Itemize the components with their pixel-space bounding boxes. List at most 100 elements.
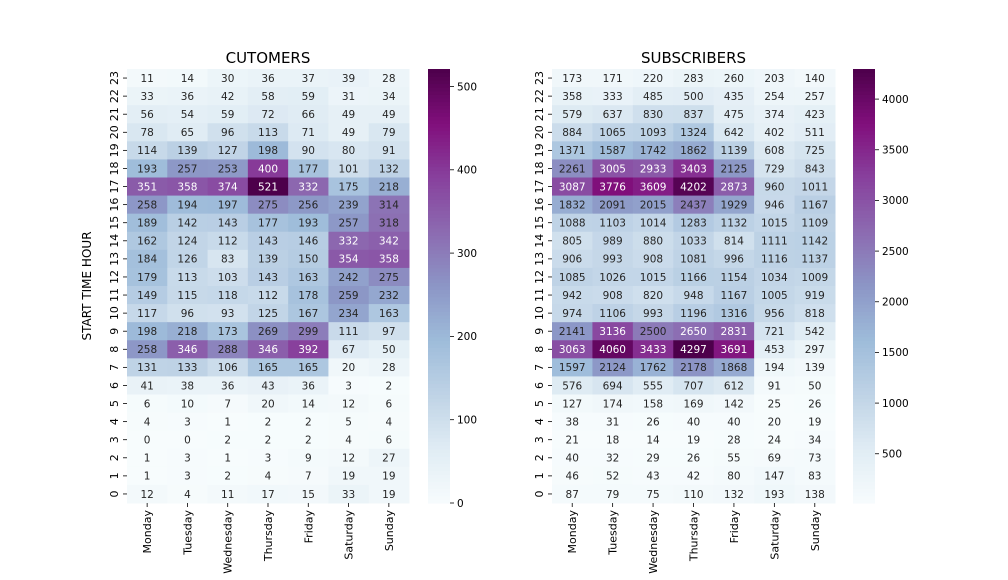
- heatmap-cell: [288, 358, 329, 377]
- cell-value-label: 174: [603, 398, 623, 410]
- colorbar-slice: [853, 188, 875, 193]
- colorbar-slice: [428, 477, 450, 482]
- colorbar-slice: [853, 148, 875, 153]
- cell-value-label: 475: [724, 109, 744, 121]
- cell-value-label: 83: [221, 254, 234, 266]
- colorbar-slice: [428, 76, 450, 81]
- heatmap-cell: [754, 394, 796, 414]
- cell-value-label: 143: [258, 272, 278, 284]
- colorbar-slice: [428, 210, 450, 215]
- cell-value-label: 177: [258, 218, 278, 230]
- colorbar: 500 1000 1500 2000 2500 3000 3500 4000: [853, 69, 909, 504]
- heatmap-cell: [713, 213, 755, 233]
- colorbar-slice: [853, 72, 875, 77]
- cell-value-label: 36: [261, 73, 275, 85]
- colorbar-slice: [853, 499, 875, 504]
- cell-value-label: 996: [724, 254, 744, 266]
- colorbar-slice: [428, 307, 450, 312]
- colorbar-slice: [428, 83, 450, 88]
- cell-value-label: 126: [177, 254, 197, 266]
- cell-value-label: 830: [643, 109, 663, 121]
- cell-value-label: 29: [646, 453, 659, 465]
- y-tick-label: 3: [533, 436, 546, 443]
- colorbar-slice: [428, 69, 450, 74]
- colorbar-slice: [853, 181, 875, 186]
- heatmap-cell: [713, 286, 755, 305]
- heatmap-cell: [754, 322, 796, 341]
- cell-value-label: 1742: [640, 145, 667, 157]
- cell-value-label: 258: [137, 199, 157, 211]
- heatmap-cell: [207, 195, 249, 215]
- colorbar-slice: [853, 401, 875, 406]
- colorbar-slice: [428, 72, 450, 77]
- cell-value-label: 1862: [680, 145, 707, 157]
- heatmap-cell: [713, 430, 755, 450]
- colorbar-slice: [428, 405, 450, 410]
- cell-value-label: 140: [805, 73, 825, 85]
- colorbar-slice: [428, 170, 450, 175]
- cell-value-label: 14: [646, 435, 660, 447]
- cell-value-label: 2831: [721, 326, 748, 338]
- x-tick-label: Saturday: [343, 510, 356, 560]
- heatmap-cell: [632, 159, 674, 178]
- colorbar-slice: [428, 141, 450, 146]
- colorbar-slice: [853, 94, 875, 99]
- heatmap-cell: [328, 484, 370, 504]
- cell-value-label: 1597: [559, 362, 586, 374]
- cell-value-label: 1587: [599, 145, 626, 157]
- heatmap-cell: [247, 340, 289, 359]
- cell-value-label: 7: [224, 398, 231, 410]
- colorbar-slice: [853, 249, 875, 255]
- cell-value-label: 19: [382, 471, 395, 483]
- cell-value-label: 49: [342, 127, 355, 139]
- cell-value-label: 2261: [559, 163, 586, 175]
- y-tick-label: 4: [533, 418, 546, 425]
- colorbar-slice: [428, 390, 450, 396]
- colorbar-slice: [853, 271, 875, 276]
- cell-value-label: 31: [606, 416, 619, 428]
- colorbar-slice: [853, 463, 875, 468]
- colorbar-slice: [428, 369, 450, 374]
- cell-value-label: 101: [339, 163, 359, 175]
- heatmap-cell: [247, 376, 289, 395]
- heatmap-cell: [754, 484, 796, 504]
- colorbar-slice: [428, 275, 450, 280]
- y-tick-label: 11: [533, 288, 546, 302]
- cell-value-label: 26: [687, 453, 701, 465]
- heatmap-cell: [328, 141, 370, 160]
- colorbar-tick-label: 1000: [882, 398, 909, 410]
- cell-value-label: 36: [181, 91, 195, 103]
- cell-value-label: 4: [184, 489, 191, 501]
- colorbar-slice: [853, 343, 875, 349]
- cell-value-label: 66: [302, 109, 316, 121]
- heatmap-cell: [552, 484, 593, 504]
- cell-value-label: 20: [261, 398, 274, 410]
- colorbar-slice: [428, 343, 450, 349]
- colorbar-slice: [428, 278, 450, 283]
- cell-value-label: 133: [177, 362, 197, 374]
- heatmap-cell: [167, 87, 209, 106]
- cell-value-label: 3433: [640, 344, 667, 356]
- heatmap-cell: [288, 105, 329, 124]
- cell-value-label: 555: [643, 380, 663, 392]
- cell-value-label: 1832: [559, 199, 586, 211]
- colorbar-slice: [428, 206, 450, 211]
- heatmap-cell: [288, 123, 329, 142]
- cell-value-label: 189: [137, 218, 157, 230]
- colorbar-slice: [428, 155, 450, 161]
- colorbar-slice: [428, 181, 450, 186]
- x-tick-label: Tuesday: [607, 510, 620, 556]
- cell-value-label: 1142: [801, 236, 828, 248]
- y-tick-label: 8: [533, 346, 546, 353]
- colorbar-slice: [853, 296, 875, 302]
- heatmap-cell: [127, 69, 168, 88]
- heatmap-cell: [713, 466, 755, 486]
- cell-value-label: 75: [646, 489, 659, 501]
- heatmap-cell: [552, 376, 593, 395]
- heatmap-cell: [368, 249, 410, 269]
- heatmap-cell: [127, 177, 168, 197]
- colorbar-slice: [428, 173, 450, 179]
- cell-value-label: 993: [603, 254, 623, 266]
- colorbar-slice: [428, 166, 450, 171]
- colorbar-slice: [853, 325, 875, 330]
